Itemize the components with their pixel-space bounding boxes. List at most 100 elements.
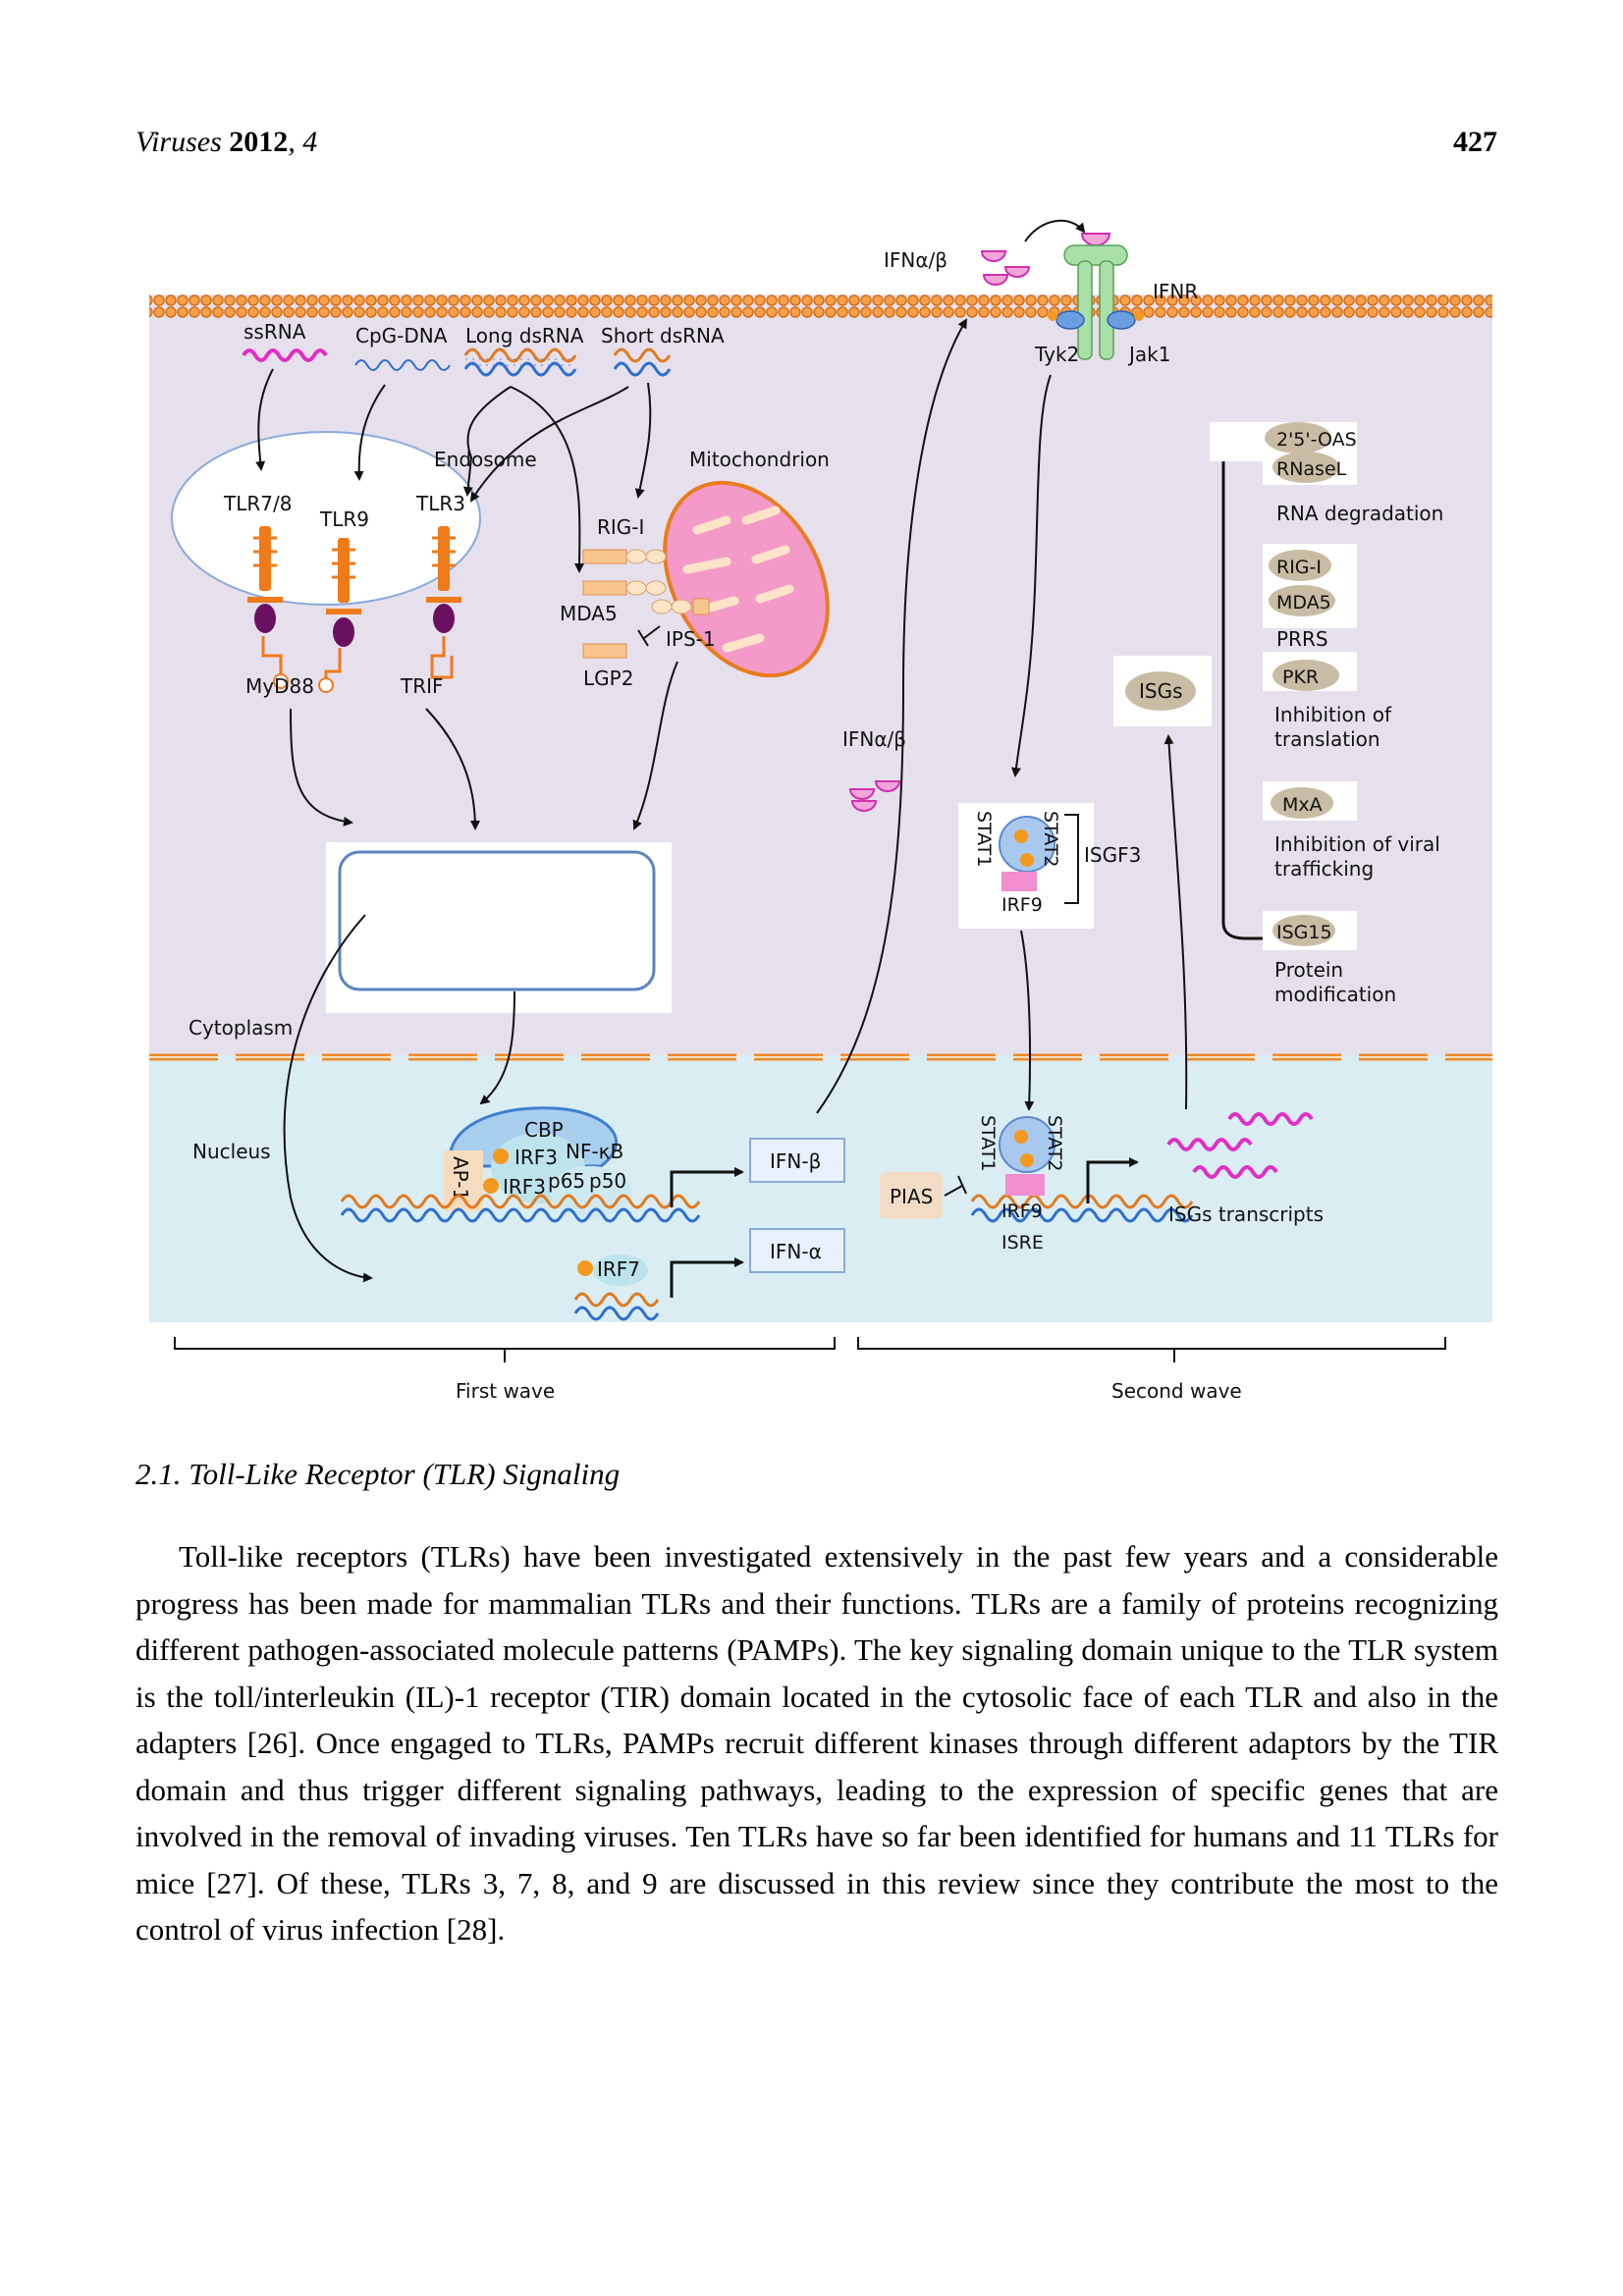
page-number: 427 (1453, 126, 1497, 158)
isgf3-irf9-label: IRF9 (1001, 894, 1043, 916)
lgp2-inhibition (637, 625, 661, 647)
isg-prrs-label: PRRS (1276, 627, 1328, 651)
ifn-top-molecules (980, 250, 1031, 286)
irf7-protein (593, 1255, 648, 1286)
isg-pkr-label: PKR (1282, 667, 1319, 688)
ligand-short-dsrna-label: Short dsRNA (601, 324, 725, 347)
rigi-label: RIG-I (597, 515, 644, 539)
isgs-bubble-label: ISGs (1139, 679, 1183, 703)
isg-panel (1210, 422, 1357, 950)
second-wave-label: Second wave (1111, 1379, 1242, 1403)
second-wave-bracket (857, 1337, 1446, 1362)
mda5-label: MDA5 (560, 602, 618, 625)
isg-mda5-label: MDA5 (1276, 592, 1331, 614)
nfkb-label: NF-κB (566, 1140, 623, 1163)
isg-translation-label: Inhibition of translation (1274, 703, 1392, 751)
isre-label: ISRE (1001, 1232, 1044, 1254)
pias-inhibition (944, 1175, 967, 1197)
mitochondrion (663, 480, 830, 678)
ifnb-promoter-arrow (670, 1167, 744, 1207)
endosome-label: Endosome (434, 448, 537, 471)
isgf3-stat1-label: STAT1 (973, 811, 995, 867)
ap1-label: AP-1 (449, 1156, 472, 1201)
nuclear-stat1-label: STAT1 (977, 1115, 999, 1171)
isg-rigi-label: RIG-I (1276, 557, 1322, 578)
pias-label: PIAS (890, 1185, 933, 1208)
irf7-label: IRF7 (597, 1257, 640, 1281)
ifna-gene-box (749, 1228, 845, 1273)
ifnr-receptor (1048, 233, 1144, 360)
ifnb-gene-label: IFN-β (770, 1149, 821, 1173)
plasma-membrane (149, 294, 1492, 320)
ips1-protein (651, 598, 710, 615)
ifn-mid-molecules (848, 780, 901, 812)
isg-mxa-label: MxA (1282, 794, 1323, 816)
ligand-long-dsrna-label: Long dsRNA (465, 324, 584, 347)
adaptor-arrows (290, 661, 678, 830)
ifna-gene-label: IFN-α (770, 1240, 822, 1263)
isg-protein-modification-label: Protein modification (1274, 958, 1397, 1006)
tlr78-label: TLR7/8 (223, 492, 292, 515)
first-wave-bracket (174, 1337, 836, 1362)
jak1-label: Jak1 (1127, 343, 1170, 366)
isg-transcripts (1166, 1112, 1314, 1179)
lgp2-protein (582, 643, 627, 659)
section-heading: 2.1. Toll-Like Receptor (TLR) Signaling (135, 1457, 621, 1491)
lgp2-label: LGP2 (583, 667, 633, 690)
isgf3-stat2-label: STAT2 (1040, 811, 1061, 867)
ips1-label: IPS-1 (666, 627, 716, 651)
isgs-bubble (1125, 671, 1196, 711)
nuclear-isgf3-complex (999, 1116, 1055, 1196)
cytoplasm-label: Cytoplasm (189, 1016, 293, 1040)
isg-rnasel-label: RNaseL (1276, 458, 1347, 480)
running-header-journal: Viruses 2012, 4 (135, 126, 318, 158)
tlr9-label: TLR9 (319, 507, 369, 531)
tlr78-receptor (247, 526, 289, 689)
ifn-secretion-arrow (816, 318, 968, 1114)
cbp-label: CBP (524, 1118, 564, 1142)
ifnr-label: IFNR (1153, 280, 1198, 303)
p65-label: p65 (548, 1169, 585, 1193)
isg-trafficking-label: Inhibition of viral trafficking (1274, 832, 1440, 881)
irf3-label-a: IRF3 (514, 1146, 558, 1169)
mitochondrion-label: Mitochondrion (689, 448, 830, 471)
trif-label: TRIF (400, 674, 444, 698)
ligand-ssrna-label: ssRNA (243, 320, 306, 344)
paragraph: Toll-like receptors (TLRs) have been inv… (135, 1539, 1498, 1947)
short-dsrna-helix (613, 347, 672, 377)
tlr3-label: TLR3 (415, 492, 465, 515)
nucleus-region (149, 1055, 1492, 1322)
endosome (171, 431, 481, 606)
ifn-promoter-dna (340, 1194, 701, 1223)
tyk2-label: Tyk2 (1034, 343, 1079, 366)
mda5-protein (582, 580, 667, 596)
ifn-top-label: IFNα/β (884, 248, 947, 272)
ifnb-gene-box (749, 1138, 845, 1183)
cpg-dna-wave (354, 359, 451, 371)
tlr9-receptor (318, 538, 361, 693)
isg-isg15-label: ISG15 (1276, 922, 1332, 943)
isgf3-complex (999, 816, 1055, 891)
journal-volume: 4 (302, 126, 318, 158)
signaling-pathway-figure: ssRNA CpG-DNA Long dsRNA Short dsRNA End… (149, 219, 1492, 1403)
myd88-label: MyD88 (245, 674, 314, 698)
isg-panel-bracket (1221, 444, 1269, 940)
journal-name: Viruses (135, 126, 222, 158)
ligand-arrows (255, 368, 652, 573)
ifna-promoter-arrow (670, 1257, 744, 1298)
nuclear-irf9-label: IRF9 (1001, 1201, 1043, 1222)
long-dsrna-helix (463, 347, 577, 377)
ifn-mid-label: IFNα/β (842, 727, 906, 751)
kinase-complex-box (338, 850, 656, 991)
isg-oas-label: 2'5'-OAS (1276, 429, 1357, 451)
rigi-protein (582, 549, 667, 564)
irf7-dna (573, 1292, 660, 1321)
nucleus-label: Nucleus (192, 1140, 271, 1163)
isg-rna-degradation-label: RNA degradation (1276, 502, 1443, 525)
isgf3-label: ISGF3 (1084, 843, 1141, 867)
nuclear-stat2-label: STAT2 (1044, 1115, 1065, 1171)
journal-year: 2012 (229, 126, 289, 158)
body-text: Toll-like receptors (TLRs) have been inv… (135, 1533, 1498, 1953)
ligand-cpg-dna-label: CpG-DNA (355, 324, 448, 347)
isre-dna (970, 1194, 1194, 1223)
